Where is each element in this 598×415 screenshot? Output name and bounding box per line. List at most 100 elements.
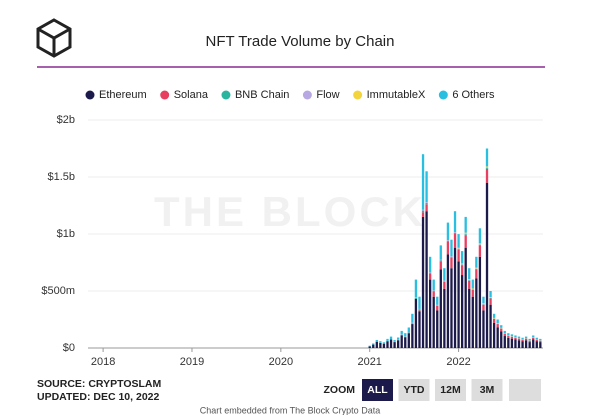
zoom-button-bg[interactable] <box>362 379 393 401</box>
bar-segment <box>421 212 425 217</box>
bar-segment <box>478 244 482 246</box>
watermark: THE BLOCK <box>154 188 426 235</box>
bar-segment <box>439 245 442 260</box>
zoom-button[interactable]: ALL <box>362 379 393 401</box>
bar-segment <box>514 337 517 340</box>
bar-segment <box>521 337 524 340</box>
bar-segment <box>468 268 471 280</box>
bar-segment <box>421 154 425 210</box>
bar-segment <box>492 313 496 318</box>
zoom-button-label[interactable]: YTD <box>404 384 425 396</box>
x-tick-label: 2022 <box>446 356 470 368</box>
bar-segment <box>400 335 403 348</box>
y-tick-label: $1b <box>57 228 75 240</box>
bar-segment <box>514 335 517 338</box>
y-tick-label: $500m <box>41 285 75 297</box>
bar-segment <box>428 279 432 348</box>
bar-segment <box>400 330 403 335</box>
zoom-button-bg[interactable] <box>471 379 503 401</box>
bar-segment <box>485 167 489 169</box>
bar-segment <box>436 305 439 306</box>
legend-label: ImmutableX <box>367 89 426 101</box>
bar-segment <box>418 311 421 348</box>
bar-segment <box>450 256 453 258</box>
bar-segment <box>432 279 435 291</box>
bar-segment <box>396 337 400 340</box>
bar-segment <box>439 260 442 262</box>
bar-segment <box>428 272 432 274</box>
legend-label: Flow <box>316 89 339 101</box>
bar-segment <box>411 324 414 348</box>
bar-segment <box>450 268 453 348</box>
bar-segment <box>436 296 439 305</box>
legend-label: BNB Chain <box>235 89 289 101</box>
zoom-button[interactable]: 3M <box>471 379 503 401</box>
bar-segment <box>375 340 378 342</box>
bar-segment <box>528 342 531 348</box>
bar-segment <box>460 264 464 265</box>
zoom-button-label[interactable]: 3M <box>480 384 495 396</box>
bar-segment <box>492 318 496 323</box>
bar-segment <box>460 264 464 266</box>
bar-segment <box>418 310 421 312</box>
bar-segment <box>436 310 439 348</box>
bar-segment <box>478 256 482 348</box>
footer: Chart embedded from The Block Crypto Dat… <box>200 405 380 415</box>
zoom-button-label[interactable]: ALL <box>367 384 388 396</box>
bar-segment <box>418 309 421 311</box>
bar-segment <box>450 257 453 269</box>
zoom-button[interactable]: 12M <box>435 379 466 401</box>
bar-segment <box>400 334 403 336</box>
bar-segment <box>368 345 371 347</box>
legend-marker <box>302 90 312 100</box>
bar-segment <box>464 235 467 248</box>
bar-segment <box>460 265 464 276</box>
x-tick-label: 2020 <box>269 356 293 368</box>
bar-segment <box>411 323 414 325</box>
bar-segment <box>535 341 538 348</box>
bar-segment <box>503 330 506 334</box>
bar-segment <box>524 336 528 339</box>
bar-segment <box>517 336 521 339</box>
legend-marker <box>85 90 95 100</box>
zoom-label: ZOOM <box>324 384 356 396</box>
bar-segment <box>460 263 464 265</box>
legend-label: Ethereum <box>99 89 147 101</box>
bar-segment <box>446 254 450 348</box>
bar-segment <box>446 241 450 255</box>
bar-segment <box>425 204 428 212</box>
bar-segment <box>382 343 386 348</box>
bar-segment <box>414 279 418 298</box>
bar-segment <box>532 339 535 348</box>
zoom-button[interactable]: YTD <box>398 379 430 401</box>
y-tick-label: $0 <box>63 342 75 354</box>
bar-segment <box>464 233 467 235</box>
bar-segment <box>414 297 418 299</box>
bar-segment <box>532 337 535 340</box>
bar-segment <box>425 171 428 203</box>
zoom-button-bg[interactable] <box>435 379 466 401</box>
bar-segment <box>521 339 524 342</box>
zoom-button-bg[interactable] <box>398 379 430 401</box>
zoom-button-label[interactable]: 12M <box>440 384 461 396</box>
bar-segment <box>500 331 503 348</box>
bar-segment <box>510 338 514 348</box>
bar-segment <box>450 239 453 257</box>
bar-segment <box>436 305 439 311</box>
bar-segment <box>453 232 457 233</box>
logo <box>36 18 72 58</box>
bar-segment <box>489 291 492 298</box>
bar-segment <box>521 341 524 348</box>
bar-segment <box>475 269 478 279</box>
bar-segment <box>407 332 410 334</box>
chart-title: NFT Trade Volume by Chain <box>206 33 395 50</box>
bar-segment <box>372 343 375 345</box>
bar-segment <box>482 310 485 348</box>
bar-segment <box>471 288 474 290</box>
bar-segment <box>432 290 435 292</box>
bar-segment <box>475 267 478 269</box>
bar-segment <box>475 256 478 268</box>
bar-segment <box>482 304 485 311</box>
bar-segment <box>428 273 432 280</box>
